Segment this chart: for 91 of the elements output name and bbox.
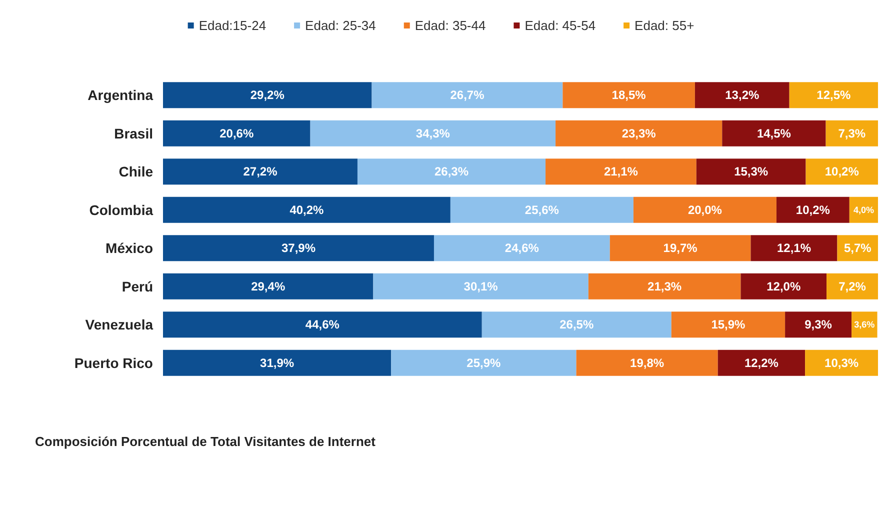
bar xyxy=(694,82,790,108)
data-label: 40,2% xyxy=(290,202,324,217)
bar xyxy=(805,350,878,376)
data-label: 7,3% xyxy=(838,126,866,140)
data-label: 15,9% xyxy=(711,318,746,332)
bar xyxy=(482,312,672,338)
bar xyxy=(372,82,563,108)
data-label: 12,0% xyxy=(766,279,801,294)
data-label: 9,3% xyxy=(804,318,832,332)
bar xyxy=(434,235,610,262)
text: Composición Porcentual de Total Visitantes de Internet xyxy=(35,434,376,449)
legend-label: Edad:15-24 xyxy=(198,18,266,33)
data-label: 30,1% xyxy=(464,279,498,294)
legend-label: Edad: 35-44 xyxy=(414,18,486,33)
bar xyxy=(722,120,826,146)
bar xyxy=(310,120,556,146)
data-label: 21,3% xyxy=(648,279,682,294)
y-tick-label: Chile xyxy=(118,164,154,180)
data-label: 31,9% xyxy=(260,356,294,370)
data-label: 12,1% xyxy=(776,241,812,256)
bar xyxy=(718,350,806,376)
bar xyxy=(391,350,576,376)
y-tick-label: Brasil xyxy=(114,125,153,142)
bar xyxy=(806,158,878,185)
data-label: 27,2% xyxy=(243,164,278,179)
y-tick-label: Perú xyxy=(122,278,153,294)
data-label: 21,1% xyxy=(604,164,638,179)
bar xyxy=(776,196,850,223)
y-tick-label: Colombia xyxy=(89,202,154,218)
bar xyxy=(588,273,741,300)
y-tick-label: Puerto Rico xyxy=(74,354,153,371)
bar xyxy=(785,312,852,338)
data-label: 29,4% xyxy=(251,279,286,294)
bar xyxy=(740,273,827,300)
data-label: 25,9% xyxy=(466,356,502,370)
bar xyxy=(576,350,718,376)
bar xyxy=(357,158,546,185)
data-label: 26,3% xyxy=(434,164,469,179)
bar xyxy=(163,120,310,146)
data-label: 10,3% xyxy=(824,356,859,370)
data-label: 19,8% xyxy=(630,356,664,370)
data-label: 7,2% xyxy=(838,279,866,294)
data-label: 20,0% xyxy=(688,202,722,217)
data-label: 23,3% xyxy=(622,126,656,140)
bar xyxy=(546,158,696,185)
bar xyxy=(789,82,878,108)
bar xyxy=(163,273,374,300)
data-label: 19,7% xyxy=(663,241,698,256)
data-label: 14,5% xyxy=(756,126,792,140)
legend-label: Edad: 45-54 xyxy=(524,18,596,33)
bar xyxy=(633,196,776,223)
data-label: 25,6% xyxy=(524,202,560,217)
data-label: 29,2% xyxy=(250,88,285,102)
bar xyxy=(696,158,806,185)
bar xyxy=(826,273,878,300)
bar xyxy=(750,235,838,262)
data-label: 20,6% xyxy=(220,126,254,140)
y-tick-label: Argentina xyxy=(88,87,154,104)
y-tick-label: México xyxy=(106,240,153,256)
data-label: 26,5% xyxy=(560,318,594,332)
bar xyxy=(826,120,878,146)
data-label: 18,5% xyxy=(612,88,646,102)
bar xyxy=(450,196,634,223)
data-label: 12,5% xyxy=(816,88,852,102)
data-label: 12,2% xyxy=(744,356,779,370)
bar xyxy=(671,312,786,338)
data-label: 26,7% xyxy=(450,88,485,102)
data-label: 37,9% xyxy=(281,241,316,256)
bar xyxy=(163,158,358,185)
data-label: 13,2% xyxy=(725,88,760,102)
bar xyxy=(610,235,751,262)
bar xyxy=(163,235,434,262)
data-label: 44,6% xyxy=(305,318,340,332)
data-label: 10,2% xyxy=(796,202,830,217)
bar xyxy=(163,350,392,376)
legend-label: Edad: 25-34 xyxy=(305,18,376,33)
bar xyxy=(163,196,450,223)
bar xyxy=(163,312,482,338)
data-label: 10,2% xyxy=(824,164,860,179)
data-label: 24,6% xyxy=(504,241,540,256)
data-label: 5,7% xyxy=(844,241,872,256)
data-label: 3,6% xyxy=(854,320,875,330)
data-label: 15,3% xyxy=(734,164,768,179)
data-label: 4,0% xyxy=(853,204,874,215)
bar xyxy=(163,82,372,108)
data-label: 34,3% xyxy=(416,126,450,140)
y-tick-label: Venezuela xyxy=(85,316,154,333)
legend-label: Edad: 55+ xyxy=(634,18,694,33)
bar xyxy=(373,273,588,300)
bar xyxy=(556,120,722,146)
bar xyxy=(562,82,695,108)
